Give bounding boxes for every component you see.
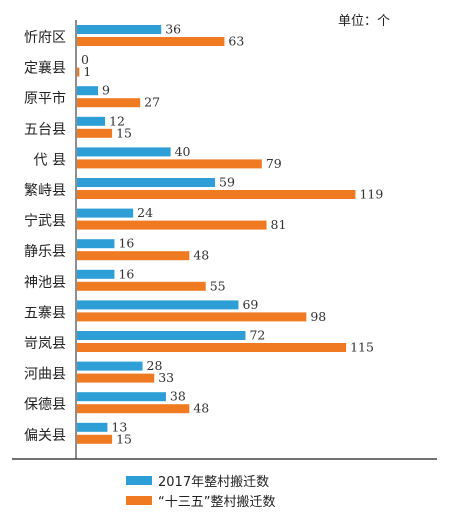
data-label: 15 <box>116 125 132 140</box>
data-label: 119 <box>359 187 383 202</box>
category-label: 繁峙县 <box>24 183 66 199</box>
category-label: 五寨县 <box>24 304 66 321</box>
data-label: 72 <box>249 328 265 343</box>
data-label: 40 <box>175 144 191 159</box>
bar-2017 <box>77 147 171 157</box>
bar-2017 <box>77 178 216 187</box>
data-label: 27 <box>144 95 160 110</box>
legend-label-2017: 2017年整村搬迁数 <box>158 474 270 490</box>
data-label: 16 <box>118 236 134 251</box>
category-label: 神池县 <box>24 275 66 291</box>
bar-13th-five <box>77 434 113 444</box>
data-label: 12 <box>109 113 125 128</box>
data-label: 48 <box>193 401 209 416</box>
data-label: 33 <box>158 370 174 385</box>
bar-2017 <box>77 25 162 34</box>
category-label: 忻府区 <box>24 30 66 46</box>
bar-13th-five <box>77 281 206 291</box>
bar-13th-five <box>77 343 347 352</box>
bar-13th-five <box>77 251 190 261</box>
category-label: 河曲县 <box>24 367 66 383</box>
legend-swatch-2017 <box>126 475 152 485</box>
data-label: 15 <box>116 431 132 446</box>
data-label: 115 <box>350 340 374 355</box>
data-label: 38 <box>170 389 186 404</box>
bar-2017 <box>77 116 106 126</box>
bar-13th-five <box>77 373 155 383</box>
category-label: 岢岚县 <box>24 336 66 352</box>
data-label: 13 <box>111 419 127 434</box>
data-label: 16 <box>118 266 134 281</box>
legend-label-13th-five: “十三五”整村搬迁数 <box>158 494 276 510</box>
bar-13th-five <box>77 128 113 138</box>
data-label: 36 <box>165 22 181 37</box>
bar-2017 <box>77 269 115 279</box>
data-label: 79 <box>266 156 282 171</box>
bar-13th-five <box>77 67 80 77</box>
data-label: 55 <box>210 278 226 293</box>
data-label: 69 <box>242 297 258 312</box>
bar-2017 <box>77 392 166 402</box>
bar-13th-five <box>77 312 307 322</box>
unit-label: 单位：个 <box>338 14 391 29</box>
category-label: 静乐县 <box>24 244 66 260</box>
category-label: 定襄县 <box>24 61 66 77</box>
bar-13th-five <box>77 159 262 169</box>
data-label: 9 <box>102 83 110 98</box>
bar-2017 <box>77 361 143 371</box>
data-label: 63 <box>228 34 244 49</box>
category-label: 偏关县 <box>24 428 66 444</box>
category-label: 原平市 <box>24 90 66 107</box>
data-label: 98 <box>310 309 326 324</box>
data-label: 48 <box>193 248 209 263</box>
bar-2017 <box>77 208 134 218</box>
data-label: 28 <box>147 358 163 373</box>
legend: 2017年整村搬迁数 “十三五”整村搬迁数 <box>126 470 275 510</box>
bar-13th-five <box>77 404 190 414</box>
bar-13th-five <box>77 37 225 46</box>
data-label: 0 <box>81 52 89 67</box>
bar-2017 <box>77 239 115 249</box>
data-label: 1 <box>83 64 91 79</box>
bar-2017 <box>77 86 99 96</box>
bar-13th-five <box>77 190 356 199</box>
bar-2017 <box>77 300 239 310</box>
bar-2017 <box>77 331 246 340</box>
legend-item-2017: 2017年整村搬迁数 <box>126 470 275 490</box>
category-label: 宁武县 <box>24 213 66 230</box>
data-label: 59 <box>219 175 235 190</box>
category-label: 保德县 <box>24 397 66 413</box>
bar-13th-five <box>77 220 267 230</box>
data-label: 24 <box>137 205 153 220</box>
legend-swatch-13th-five <box>126 495 152 505</box>
category-label: 代 县 <box>34 152 66 168</box>
category-label: 五台县 <box>24 122 66 138</box>
bar-2017 <box>77 422 108 432</box>
bar-13th-five <box>77 98 141 108</box>
legend-item-13th-five: “十三五”整村搬迁数 <box>126 490 275 510</box>
data-label: 81 <box>271 217 287 232</box>
